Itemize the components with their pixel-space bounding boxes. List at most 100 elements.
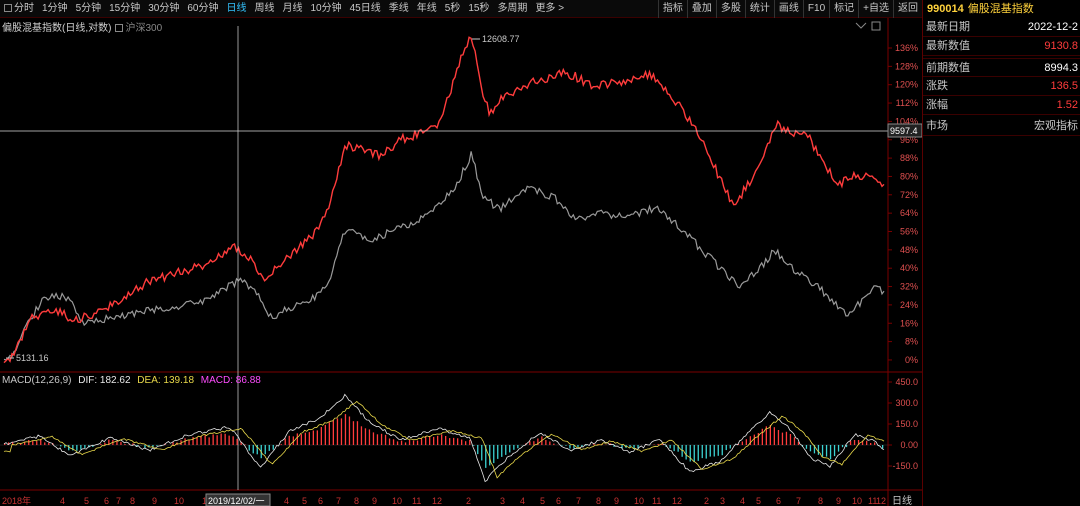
period-tab[interactable]: 45日线 [346,0,385,18]
macd-bar [180,440,182,445]
price-tick-label: 8% [905,337,918,347]
macd-bar [264,445,266,455]
macd-tick-label: 0.00 [900,440,918,450]
chevron-down-icon[interactable] [855,22,867,29]
period-tab-label: 季线 [388,2,409,14]
macd-bar [874,442,876,445]
tool-button[interactable]: 多股 [715,0,745,18]
legend-compare-name[interactable]: 沪深300 [125,23,163,34]
period-tab[interactable]: 周线 [251,0,279,18]
macd-bar [581,445,583,447]
macd-bar [473,445,475,446]
index-code: 990014 [927,3,964,15]
price-tick-label: 32% [900,282,918,292]
index-name: 偏股混基指数 [967,3,1034,15]
price-tick-label: 40% [900,263,918,273]
macd-bar [404,442,407,445]
macd-bar [745,439,747,445]
period-tab[interactable]: 季线 [385,0,413,18]
period-tab[interactable]: 15秒 [464,0,493,18]
month-label: 7 [796,496,801,506]
macd-bar [882,445,884,449]
maximize-icon[interactable] [871,21,881,31]
macd-bar [44,442,46,445]
tool-button[interactable]: +自选 [858,0,893,18]
tool-button[interactable]: 画线 [773,0,803,18]
period-tab-label: 15分钟 [109,2,141,14]
tool-button[interactable]: F10 [802,0,829,18]
period-tab-label: 10分钟 [310,2,342,14]
compare-series-line [3,151,885,361]
chart-canvas[interactable]: 136%128%120%112%104%96%88%80%72%64%56%48… [0,18,922,506]
macd-bar [4,443,6,445]
checkbox-icon[interactable] [4,3,12,12]
macd-bar [252,445,254,454]
tool-button[interactable]: 统计 [744,0,774,18]
macd-bar [380,433,383,445]
period-tab[interactable]: 60分钟 [183,0,222,18]
period-tab[interactable]: 日线 [223,0,251,18]
macd-bar [80,445,82,450]
month-label: 8 [130,496,135,506]
macd-bar [485,445,487,468]
month-label: 9 [836,496,841,506]
macd-bar [284,438,286,445]
macd-bar [384,434,387,445]
macd-bar [336,418,339,445]
price-tick-label: 88% [900,153,918,163]
month-label: 2 [466,496,471,506]
tool-button[interactable]: 返回 [893,0,922,18]
macd-bar [316,430,318,445]
period-tab[interactable]: 多周期 [493,0,531,18]
period-tab[interactable]: 5秒 [441,0,465,18]
crosshair-value-box [887,123,922,138]
tool-button[interactable]: 指标 [657,0,687,18]
month-label: 5 [540,496,545,506]
compare-checkbox[interactable] [115,24,124,32]
month-label: 12 [672,496,682,506]
tool-button[interactable]: 叠加 [686,0,716,18]
period-tab[interactable]: 10分钟 [307,0,346,18]
panel-row-label: 最新数值 [926,40,970,52]
period-tab[interactable]: 5分钟 [72,0,106,18]
macd-bar [32,440,34,445]
month-label: 6 [104,496,109,506]
macd-bar [597,444,599,445]
month-label: 10 [392,496,402,506]
macd-bar [677,445,679,452]
market-row: 市场 宏观指标 [923,117,1080,136]
panel-row-label: 最新日期 [926,21,970,33]
macd-bar [737,444,739,445]
period-tab[interactable]: 更多 > [531,0,568,18]
macd-bar [861,441,864,445]
price-tick-label: 120% [895,80,918,90]
month-label: 8 [818,496,823,506]
macd-bar [697,445,699,461]
macd-legend: MACD(12,26,9) DIF: 182.62 DEA: 139.18 MA… [2,375,261,386]
tool-button[interactable]: 标记 [829,0,858,18]
price-tick-label: 112% [896,98,918,108]
macd-bar [172,442,174,445]
macd-bar [701,445,703,459]
period-tab[interactable]: 分时 [0,0,38,18]
period-tab[interactable]: 年线 [413,0,441,18]
price-tick-label: 104% [895,116,918,126]
macd-bar [388,438,391,445]
price-tick-label: 0% [905,355,918,365]
macd-bar [425,436,427,445]
macd-bar [288,435,290,445]
macd-bar [637,445,639,449]
period-tab[interactable]: 15分钟 [105,0,144,18]
macd-bar [344,414,347,445]
macd-bar [841,445,844,448]
macd-bar [845,445,848,448]
panel-row-value: 9130.8 [1044,40,1078,52]
period-tab[interactable]: 月线 [279,0,307,18]
chart-area[interactable]: 136% 128% 120% 112% 104% 96% 88% 80% 72% 64% 56% 48… [0,18,922,506]
macd-bar [324,424,326,445]
period-tab[interactable]: 30分钟 [144,0,183,18]
macd-bar [681,445,683,457]
period-tab[interactable]: 1分钟 [38,0,72,18]
macd-bar [669,445,671,449]
macd-bar [765,426,767,445]
